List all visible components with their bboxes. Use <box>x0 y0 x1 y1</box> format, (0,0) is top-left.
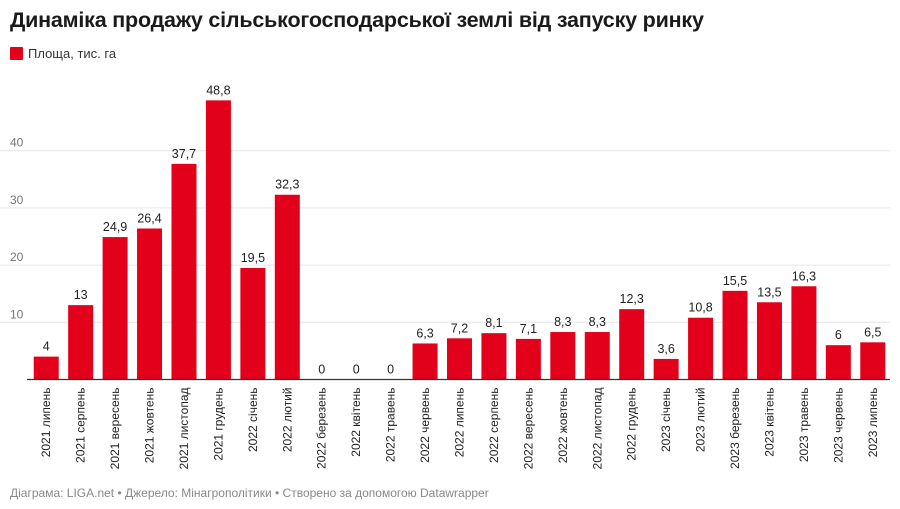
bar <box>171 163 197 380</box>
bar <box>619 309 645 380</box>
bar-value-label: 6,5 <box>864 325 881 339</box>
x-tick-label: 2022 січень <box>246 388 260 453</box>
bar-value-label: 24,9 <box>103 220 127 234</box>
bar-value-label: 13,5 <box>757 285 781 299</box>
chart-title: Динаміка продажу сільськогосподарської з… <box>10 8 704 32</box>
bar-value-label: 12,3 <box>620 292 644 306</box>
y-tick-label: 30 <box>10 193 24 207</box>
bar-value-label: 8,1 <box>485 316 502 330</box>
bar <box>240 267 266 380</box>
bar <box>722 290 748 380</box>
x-tick-label: 2023 січень <box>659 388 673 453</box>
bar-value-label: 7,2 <box>451 321 468 335</box>
bar-value-label: 37,7 <box>172 147 196 161</box>
x-tick-label: 2021 серпень <box>74 388 88 463</box>
bar-value-label: 6,3 <box>416 326 433 340</box>
x-tick-label: 2022 листопад <box>590 388 604 470</box>
bar-value-label: 0 <box>353 363 360 377</box>
bar <box>274 194 300 380</box>
x-tick-label: 2021 липень <box>39 388 53 458</box>
bar <box>68 305 94 380</box>
x-tick-label: 2022 квітень <box>349 388 363 457</box>
x-tick-label: 2022 серпень <box>487 388 501 463</box>
bar-value-label: 7,1 <box>520 322 537 336</box>
bar-value-label: 8,3 <box>589 315 606 329</box>
x-tick-label: 2022 грудень <box>625 388 639 461</box>
bar-value-label: 26,4 <box>137 211 161 225</box>
legend-label: Площа, тис. га <box>28 46 117 61</box>
bar-value-label: 32,3 <box>275 178 299 192</box>
y-tick-label: 40 <box>10 136 24 150</box>
x-tick-label: 2021 грудень <box>211 388 225 461</box>
x-tick-label: 2022 лютий <box>280 388 294 453</box>
bar-value-label: 0 <box>318 363 325 377</box>
bar-value-label: 4 <box>43 340 50 354</box>
x-tick-label: 2023 травень <box>797 388 811 463</box>
y-tick-label: 10 <box>10 307 24 321</box>
legend: Площа, тис. га <box>10 46 116 61</box>
bar-value-label: 0 <box>387 363 394 377</box>
x-tick-label: 2021 вересень <box>108 388 122 470</box>
bar <box>205 100 231 380</box>
bar <box>102 237 128 380</box>
x-tick-label: 2022 вересень <box>521 388 535 470</box>
bar-value-label: 10,8 <box>688 301 712 315</box>
x-tick-label: 2023 квітень <box>762 388 776 457</box>
bar <box>481 333 507 380</box>
x-tick-label: 2023 липень <box>866 388 880 458</box>
bar <box>584 332 610 380</box>
bar <box>447 338 472 380</box>
bar <box>825 345 851 380</box>
x-tick-label: 2021 листопад <box>177 388 191 470</box>
x-tick-label: 2022 липень <box>453 388 467 458</box>
footer-credits: Діаграма: LIGA.net • Джерело: Мінагропол… <box>10 486 489 500</box>
y-tick-label: 20 <box>10 250 24 264</box>
bar-value-label: 15,5 <box>723 274 747 288</box>
bar <box>756 302 782 380</box>
bar <box>653 358 679 380</box>
bar <box>550 332 576 380</box>
x-tick-label: 2023 червень <box>831 388 845 463</box>
x-tick-label: 2022 червень <box>418 388 432 463</box>
x-tick-label: 2023 лютий <box>694 388 708 453</box>
bar <box>791 286 817 380</box>
x-tick-label: 2022 жовтень <box>556 388 570 464</box>
bar <box>33 356 59 380</box>
bar-value-label: 19,5 <box>241 251 265 265</box>
legend-swatch <box>10 47 23 60</box>
bar-value-label: 8,3 <box>554 315 571 329</box>
bar <box>688 317 714 380</box>
bar <box>860 342 886 380</box>
bar <box>515 338 541 380</box>
x-tick-label: 2022 травень <box>384 388 398 463</box>
x-tick-label: 2022 березень <box>315 388 329 469</box>
bar-value-label: 16,3 <box>792 269 816 283</box>
bar-value-label: 48,8 <box>206 83 230 97</box>
x-tick-label: 2023 березень <box>728 388 742 469</box>
bar-value-label: 13 <box>74 288 88 302</box>
bar <box>137 228 163 380</box>
bar-value-label: 3,6 <box>657 342 674 356</box>
bar-value-label: 6 <box>835 328 842 342</box>
x-tick-label: 2021 жовтень <box>143 388 157 464</box>
bar <box>412 343 438 380</box>
